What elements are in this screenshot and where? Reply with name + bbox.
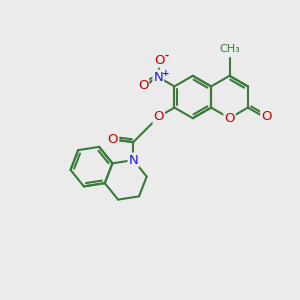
Text: +: + (162, 69, 170, 78)
Text: O: O (261, 110, 272, 123)
Text: O: O (154, 110, 164, 123)
Text: -: - (164, 51, 168, 61)
Text: N: N (153, 70, 163, 84)
Text: O: O (138, 79, 148, 92)
Text: N: N (128, 154, 138, 166)
Text: O: O (224, 112, 235, 125)
Text: CH₃: CH₃ (219, 44, 240, 54)
Text: O: O (108, 134, 118, 146)
Text: O: O (154, 54, 165, 67)
